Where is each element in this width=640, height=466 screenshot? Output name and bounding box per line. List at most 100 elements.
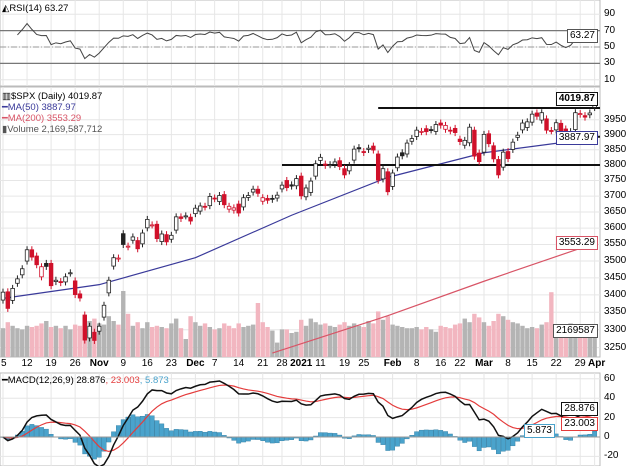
volume-bar bbox=[318, 324, 323, 357]
macd-histogram-bar bbox=[274, 436, 280, 444]
candle-body bbox=[308, 180, 314, 193]
macd-histogram-bar bbox=[202, 431, 208, 438]
macd-histogram-bar bbox=[231, 436, 237, 441]
candle-body bbox=[549, 130, 554, 132]
volume-bar bbox=[582, 329, 588, 357]
volume-bar bbox=[217, 328, 222, 357]
volume-bar bbox=[101, 324, 107, 357]
volume-bar bbox=[525, 328, 530, 357]
macd-histogram-bar bbox=[24, 425, 30, 438]
macd-value-tag: 28.876 bbox=[561, 401, 598, 416]
volume-bar bbox=[106, 316, 112, 357]
macd-histogram-bar bbox=[217, 432, 222, 438]
date-label: 23 bbox=[165, 358, 177, 369]
candle-body bbox=[448, 129, 453, 132]
candle-body bbox=[173, 216, 179, 231]
volume-bar bbox=[207, 327, 213, 357]
macd-tick-label: 40 bbox=[604, 392, 616, 404]
volume-bar bbox=[549, 292, 554, 357]
macd-histogram-bar bbox=[154, 420, 160, 438]
macd-histogram-bar bbox=[173, 429, 179, 438]
macd-histogram-bar bbox=[481, 436, 487, 448]
volume-bar bbox=[462, 318, 467, 357]
candle-body bbox=[529, 113, 535, 123]
macd-histogram-bar bbox=[375, 436, 381, 443]
signal-value-tag: 23.003 bbox=[561, 416, 598, 431]
candle-body bbox=[486, 133, 492, 145]
rsi-tick-label: 90 bbox=[604, 8, 616, 20]
candle-body bbox=[313, 163, 318, 177]
candle-body bbox=[481, 133, 487, 153]
candle-body bbox=[279, 184, 285, 190]
candle-body bbox=[202, 205, 208, 208]
volume-bar bbox=[0, 328, 6, 357]
candle-body bbox=[371, 145, 376, 151]
volume-bar bbox=[578, 328, 583, 357]
candle-body bbox=[159, 233, 164, 242]
candle-body bbox=[380, 168, 386, 180]
candle-body bbox=[68, 272, 73, 275]
price-tick-label: 3600 bbox=[604, 222, 627, 234]
date-label: 8 bbox=[413, 358, 420, 369]
signal-label: , 23.003 bbox=[105, 375, 140, 386]
volume-bar bbox=[34, 325, 39, 357]
candle-body bbox=[525, 121, 530, 128]
date-label: 21 bbox=[257, 358, 269, 369]
date-label: Dec bbox=[186, 358, 205, 369]
volume-bar bbox=[428, 329, 434, 357]
rsi-value-tag: 63.27 bbox=[566, 29, 598, 44]
macd-histogram-bar bbox=[43, 428, 49, 438]
volume-bar bbox=[327, 325, 333, 357]
macd-tick-label: -20 bbox=[604, 450, 619, 462]
candle-body bbox=[424, 128, 429, 133]
date-label: 11 bbox=[315, 358, 326, 369]
candle-body bbox=[106, 279, 112, 294]
volume-bar bbox=[592, 330, 597, 357]
candle-body bbox=[0, 291, 6, 301]
candle-body bbox=[462, 139, 467, 146]
volume-bar bbox=[404, 328, 410, 357]
chart-icon: ◭ bbox=[2, 3, 10, 14]
ma50-label: MA(50) 3887.97 bbox=[7, 102, 76, 113]
candle-body bbox=[496, 159, 501, 176]
volume-bar bbox=[568, 323, 573, 357]
macd-histogram-bar bbox=[192, 431, 198, 438]
volume-bar bbox=[121, 291, 126, 357]
volume-bar bbox=[491, 321, 496, 357]
volume-bar bbox=[558, 325, 564, 357]
price-tick-label: 3750 bbox=[604, 174, 627, 186]
volume-bar bbox=[270, 330, 275, 357]
candle-body bbox=[140, 232, 145, 245]
ma200-label: MA(200) 3553.29 bbox=[7, 113, 82, 124]
volume-label: Volume 2,169,587,712 bbox=[7, 124, 103, 135]
ma200-swatch-icon: ━ bbox=[2, 113, 8, 124]
candle-body bbox=[284, 180, 289, 189]
volume-bar bbox=[472, 313, 477, 357]
volume-bar bbox=[246, 325, 251, 357]
volume-bar bbox=[414, 327, 419, 357]
macd-histogram-bar bbox=[159, 423, 165, 438]
volume-bar bbox=[178, 328, 184, 357]
volume-bar bbox=[438, 325, 443, 357]
rsi-tick-label: 30 bbox=[604, 57, 616, 69]
chart-icon: ▥ bbox=[2, 91, 11, 102]
candle-body bbox=[48, 262, 54, 287]
candle-body bbox=[515, 134, 520, 138]
volume-bar bbox=[361, 327, 366, 357]
volume-bar bbox=[53, 325, 59, 357]
macd-histogram-bar bbox=[322, 432, 328, 438]
candle-body bbox=[501, 151, 506, 168]
macd-histogram-bar bbox=[207, 431, 213, 438]
volume-bar bbox=[366, 321, 371, 357]
candle-body bbox=[111, 257, 116, 267]
price-tick-label: 3350 bbox=[604, 306, 627, 318]
ma50-value-tag: 3887.97 bbox=[555, 131, 598, 146]
volume-bar bbox=[140, 328, 145, 357]
macd-histogram-bar bbox=[149, 415, 155, 438]
date-label: 26 bbox=[69, 358, 81, 369]
volume-bar bbox=[294, 331, 299, 357]
candle-body bbox=[193, 207, 198, 215]
volume-bar bbox=[29, 327, 35, 357]
macd-histogram-bar bbox=[399, 436, 405, 444]
